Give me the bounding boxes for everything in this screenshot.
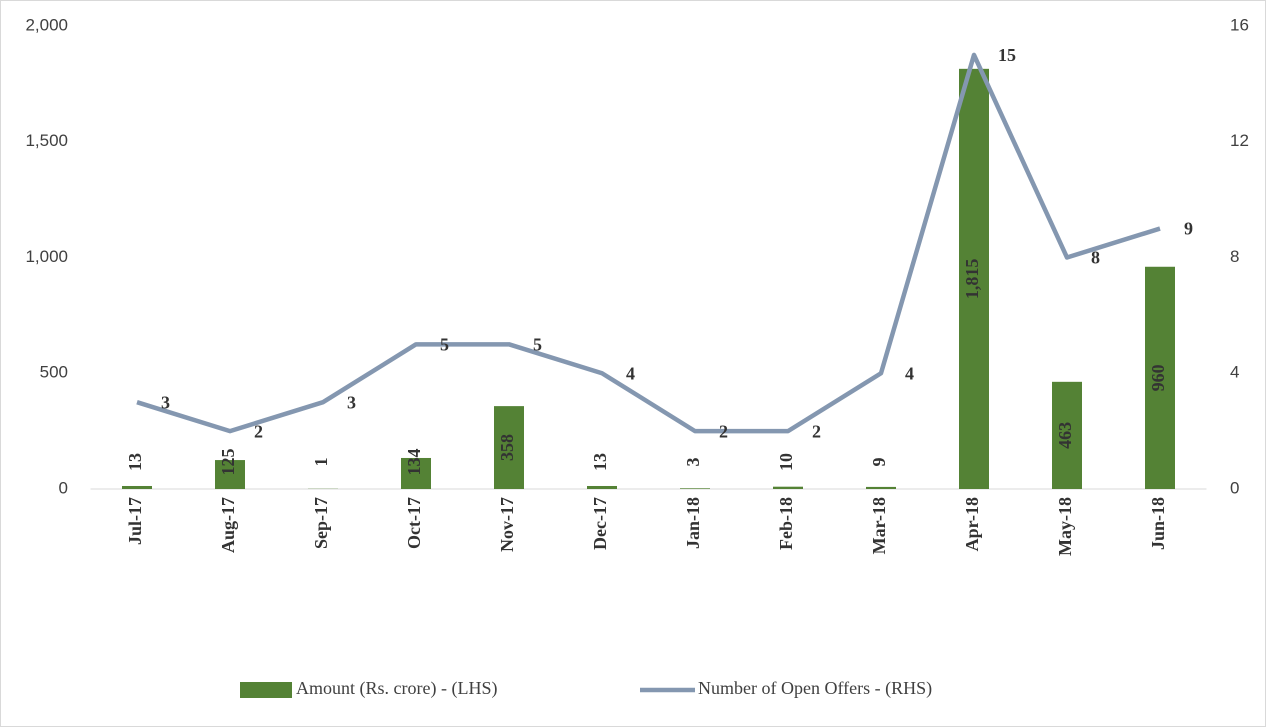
line-value-label: 2 (719, 421, 728, 441)
bar-value-label: 1 (311, 458, 331, 467)
x-tick-label: Apr-18 (962, 497, 982, 551)
y2-tick-label: 12 (1230, 131, 1249, 150)
x-tick-label: Oct-17 (404, 497, 424, 549)
x-tick-label: Dec-17 (590, 497, 610, 550)
bar-value-label: 3 (683, 458, 703, 467)
line-value-label: 4 (905, 363, 914, 383)
x-tick-label: Sep-17 (311, 497, 331, 549)
bar (1052, 381, 1082, 489)
legend-swatch (240, 682, 292, 698)
y-tick-label: 0 (59, 478, 68, 497)
x-tick-label: Mar-18 (869, 497, 889, 554)
x-tick-label: Feb-18 (776, 497, 796, 550)
x-tick-label: Nov-17 (497, 497, 517, 552)
bar-value-label: 125 (218, 449, 238, 476)
x-tick-label: Jun-18 (1148, 497, 1168, 550)
x-tick-label: May-18 (1055, 497, 1075, 556)
x-tick-label: Jan-18 (683, 497, 703, 549)
line-value-label: 2 (254, 421, 263, 441)
bar-value-label: 960 (1148, 364, 1168, 391)
bar (215, 460, 245, 489)
bar (1145, 266, 1175, 489)
line-value-label: 5 (533, 334, 542, 354)
bar (494, 406, 524, 489)
bar (866, 486, 896, 489)
y-tick-label: 2,000 (25, 15, 68, 34)
line-value-label: 8 (1091, 248, 1100, 268)
bar (587, 485, 617, 489)
bar (680, 488, 710, 489)
line-value-label: 2 (812, 421, 821, 441)
y-tick-label: 1,500 (25, 131, 68, 150)
legend-label: Amount (Rs. crore) - (LHS) (296, 678, 497, 699)
bar (122, 485, 152, 489)
x-tick-label: Jul-17 (125, 497, 145, 545)
bar (401, 457, 431, 489)
bar-value-label: 9 (869, 458, 889, 467)
y2-tick-label: 16 (1230, 15, 1249, 34)
bar-value-label: 13 (590, 453, 610, 471)
line-value-label: 3 (161, 392, 170, 412)
bar-value-label: 10 (776, 453, 796, 471)
bar-value-label: 13 (125, 453, 145, 471)
line-value-label: 9 (1184, 219, 1193, 239)
bar (959, 68, 989, 489)
bar-value-label: 134 (404, 449, 424, 476)
legend-label: Number of Open Offers - (RHS) (698, 678, 932, 699)
bar-value-label: 463 (1055, 422, 1075, 449)
x-tick-label: Aug-17 (218, 497, 238, 553)
y-tick-label: 1,000 (25, 247, 68, 266)
y-tick-label: 500 (40, 363, 68, 382)
line-series (136, 52, 1161, 434)
line-value-label: 15 (998, 45, 1016, 65)
line-value-label: 5 (440, 334, 449, 354)
line-value-label: 4 (626, 363, 635, 383)
bar (773, 486, 803, 489)
y2-tick-label: 8 (1230, 247, 1239, 266)
bar-value-label: 1,815 (962, 259, 982, 300)
line-value-label: 3 (347, 392, 356, 412)
y2-tick-label: 0 (1230, 478, 1239, 497)
bar-value-label: 358 (497, 434, 517, 461)
y2-tick-label: 4 (1230, 363, 1239, 382)
